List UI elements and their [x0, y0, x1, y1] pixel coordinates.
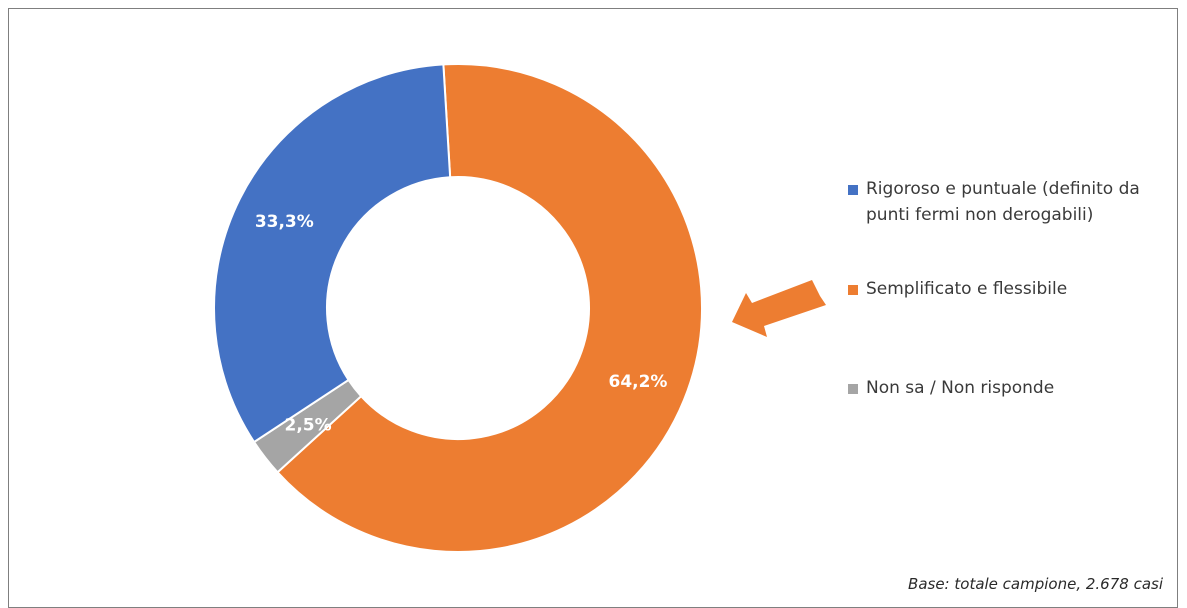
- data-label-non-sa: 2,5%: [285, 415, 332, 435]
- legend-label: Non sa / Non risponde: [866, 378, 1055, 398]
- data-label-semplificato: 64,2%: [608, 372, 667, 392]
- base-note: Base: totale campione, 2.678 casi: [908, 575, 1163, 593]
- legend-item-rigoroso: Rigoroso e puntuale (definito da punti f…: [848, 176, 1187, 228]
- legend-swatch-blue: [848, 185, 858, 195]
- donut-slices: [213, 63, 703, 553]
- slice-rigoroso: [213, 63, 452, 444]
- highlight-arrow-icon: [732, 280, 826, 337]
- donut-chart: 64,2% 2,5% 33,3%: [213, 63, 826, 553]
- legend-label: Semplificato e flessibile: [866, 279, 1068, 299]
- legend-swatch-orange: [848, 285, 858, 295]
- legend-item-non-sa: Non sa / Non risponde: [848, 375, 1187, 401]
- legend-item-semplificato: Semplificato e flessibile: [848, 276, 1187, 302]
- data-label-rigoroso: 33,3%: [255, 212, 314, 232]
- legend-swatch-gray: [848, 384, 858, 394]
- slice-semplificato: [276, 63, 703, 553]
- legend-label-line1: Rigoroso e puntuale (definito da: [866, 179, 1140, 199]
- slice-labels: 64,2% 2,5% 33,3%: [255, 212, 668, 435]
- legend-label-line2: punti fermi non derogabili): [866, 205, 1094, 225]
